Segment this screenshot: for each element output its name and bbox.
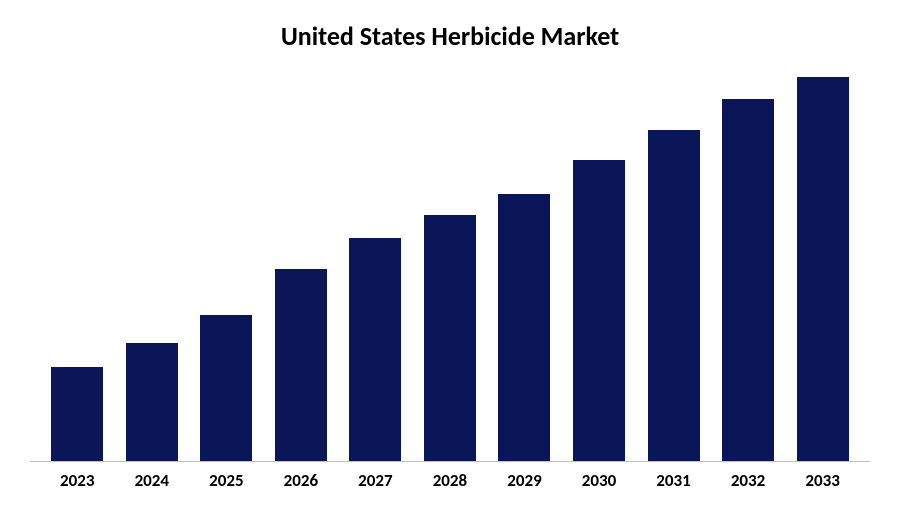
x-axis-label: 2023 xyxy=(51,470,103,491)
chart-title: United States Herbicide Market xyxy=(30,20,870,52)
bar xyxy=(275,269,327,461)
x-axis-label: 2027 xyxy=(349,470,401,491)
x-axis-label: 2029 xyxy=(498,470,550,491)
x-axis-label: 2026 xyxy=(275,470,327,491)
x-axis-label: 2024 xyxy=(126,470,178,491)
plot-area: 2023 2024 2025 2026 2027 2028 2029 2030 2031 2032… xyxy=(30,62,870,497)
bar xyxy=(126,343,178,461)
bars-row xyxy=(30,62,870,462)
x-axis-label: 2033 xyxy=(797,470,849,491)
bar xyxy=(424,215,476,461)
bar xyxy=(498,194,550,461)
x-axis-label: 2031 xyxy=(648,470,700,491)
x-axis-label: 2028 xyxy=(424,470,476,491)
x-axis-label: 2032 xyxy=(722,470,774,491)
bar-chart: United States Herbicide Market 202320242… xyxy=(0,0,900,525)
x-axis-label: 2030 xyxy=(573,470,625,491)
bar xyxy=(349,238,401,461)
x-axis-label: 2025 xyxy=(200,470,252,491)
bar xyxy=(200,315,252,461)
bar xyxy=(573,160,625,461)
bar xyxy=(722,99,774,461)
bar xyxy=(797,77,849,461)
bar xyxy=(648,130,700,461)
labels-row: 2023 2024 2025 2026 2027 2028 2029 2030 2031 2032… xyxy=(30,462,870,491)
bar xyxy=(51,367,103,461)
